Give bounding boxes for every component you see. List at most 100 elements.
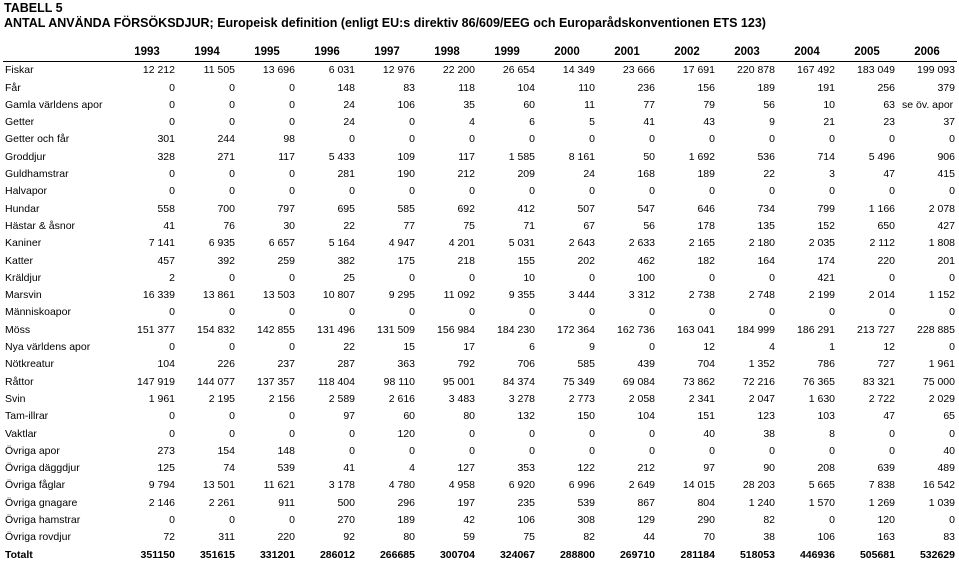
table-cell: 2 035 xyxy=(808,237,835,250)
table-cell: 17 691 xyxy=(682,64,715,77)
row-label: Möss xyxy=(5,323,31,336)
table-cell: 72 216 xyxy=(742,375,775,388)
table-cell: 56 xyxy=(643,219,655,232)
table-cell: 727 xyxy=(877,358,895,371)
table-cell: 28 203 xyxy=(742,479,775,492)
row-label: Övriga rovdjur xyxy=(5,531,71,544)
year-header: 1994 xyxy=(177,44,237,63)
table-cell: 80 xyxy=(403,531,415,544)
table-cell: 2 616 xyxy=(388,392,415,405)
table-cell: 209 xyxy=(517,168,535,181)
table-row: Katter 457 392 259 382 175 218 155 202 462 182 164 1… xyxy=(3,253,957,270)
table-row: Kaniner 7 141 6 935 6 657 5 164 4 947 4 201 5 0… xyxy=(3,235,957,252)
table-cell: 0 xyxy=(649,444,655,457)
table-cell: 10 xyxy=(823,98,835,111)
table-cell: 6 935 xyxy=(208,237,235,250)
row-label: Getter och får xyxy=(5,133,70,146)
table-cell: 0 xyxy=(829,444,835,457)
table-cell: 3 278 xyxy=(508,392,535,405)
table-cell: 77 xyxy=(643,98,655,111)
row-label: Gamla världens apor xyxy=(5,98,103,111)
table-cell: 42 xyxy=(463,514,475,527)
row-label: Får xyxy=(5,81,21,94)
table-cell: 148 xyxy=(277,444,295,457)
table-cell: 462 xyxy=(637,254,655,267)
table-cell: 0 xyxy=(709,306,715,319)
table-cell: 75 xyxy=(523,531,535,544)
table-cell: 786 xyxy=(817,358,835,371)
table-cell: 792 xyxy=(457,358,475,371)
table-cell: 0 xyxy=(769,185,775,198)
row-label: Övriga gnagare xyxy=(5,496,78,509)
row-label: Övriga fåglar xyxy=(5,479,66,492)
table-cell: 117 xyxy=(458,150,475,163)
table-cell: 0 xyxy=(589,185,595,198)
table-cell: 71 xyxy=(523,219,535,232)
table-cell: 0 xyxy=(649,341,655,354)
table-cell: 0 xyxy=(409,444,415,457)
table-cell: 0 xyxy=(649,185,655,198)
table-cell: 0 xyxy=(769,271,775,284)
row-label: Guldhamstrar xyxy=(5,168,69,181)
table-cell: 69 084 xyxy=(622,375,655,388)
table-cell: 269710 xyxy=(619,548,655,561)
table-cell: 103 xyxy=(817,410,835,423)
table-cell: 12 xyxy=(703,341,715,354)
table-cell: 0 xyxy=(889,444,895,457)
row-label: Kräldjur xyxy=(5,271,42,284)
table-cell: 11 621 xyxy=(263,479,295,492)
table-cell: 2 029 xyxy=(928,392,955,405)
table-cell: 50 xyxy=(643,150,655,163)
table-cell: 150 xyxy=(577,410,595,423)
table-cell: 212 xyxy=(457,168,475,181)
table-cell: 500 xyxy=(337,496,355,509)
table-cell: 799 xyxy=(817,202,835,215)
table-cell: 38 xyxy=(763,531,775,544)
table-cell: 163 041 xyxy=(677,323,715,336)
table-cell: 0 xyxy=(169,116,175,129)
table-cell: 65 xyxy=(943,410,955,423)
table-cell: 4 xyxy=(769,341,775,354)
table-cell: 0 xyxy=(169,81,175,94)
table-cell: 0 xyxy=(709,271,715,284)
table-cell: 23 xyxy=(883,116,895,129)
table-cell: 220 878 xyxy=(737,64,775,77)
table-cell: 6 xyxy=(529,116,535,129)
table-cell: 4 201 xyxy=(448,237,475,250)
table-cell: 2 261 xyxy=(208,496,235,509)
table-cell: 1 xyxy=(829,341,835,354)
table-cell: 135 xyxy=(757,219,775,232)
table-cell: 4 958 xyxy=(448,479,475,492)
table-cell: 0 xyxy=(229,306,235,319)
table-cell: 8 xyxy=(829,427,835,440)
table-cell: 106 xyxy=(517,514,535,527)
table-cell: 244 xyxy=(217,133,235,146)
table-cell: 0 xyxy=(709,185,715,198)
table-cell: 44 xyxy=(643,531,655,544)
table-cell: 122 xyxy=(577,462,595,475)
table-cell: 92 xyxy=(343,531,355,544)
table-cell: 296 xyxy=(397,496,415,509)
table-cell: 2 146 xyxy=(148,496,175,509)
table-cell: 6 031 xyxy=(328,64,355,77)
table-cell: 446936 xyxy=(799,548,835,561)
table-cell: 439 xyxy=(637,358,655,371)
table-cell: 700 xyxy=(217,202,235,215)
table-cell: 137 357 xyxy=(257,375,295,388)
table-cell: 6 996 xyxy=(568,479,595,492)
year-header: 1999 xyxy=(477,44,537,63)
table-cell: 183 049 xyxy=(857,64,895,77)
table-cell: 421 xyxy=(817,271,835,284)
table-cell: 95 001 xyxy=(442,375,475,388)
table-cell: 0 xyxy=(589,427,595,440)
table-cell: 40 xyxy=(703,427,715,440)
table-cell: 190 xyxy=(397,168,415,181)
table-row: Guldhamstrar 0 0 0 281 190 212 209 24 168 189 22 3 47… xyxy=(3,166,957,183)
table-cell: 70 xyxy=(703,531,715,544)
row-label: Råttor xyxy=(5,375,34,388)
table-cell: 281184 xyxy=(680,548,715,561)
table-cell: 220 xyxy=(877,254,895,267)
table-cell: 0 xyxy=(469,133,475,146)
table-cell: 0 xyxy=(289,514,295,527)
table-cell: 457 xyxy=(157,254,175,267)
